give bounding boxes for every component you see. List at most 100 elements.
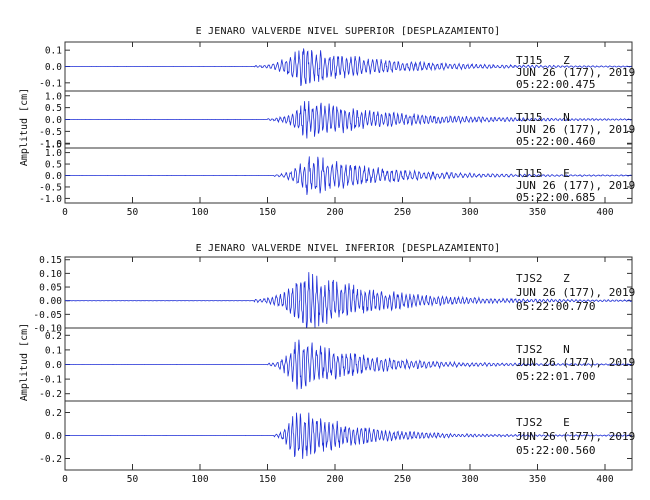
top-trace-e-station: TJ15 E [516,167,570,180]
x-tick-label: 0 [62,207,68,218]
bottom-trace-n: 0.2 0.1 0.0 -0.1 -0.2 TJS2 N JUN 26 (177), 2… [39,327,635,402]
y-tick-label: 0.2 [45,408,62,419]
bottom-trace-e-date: JUN 26 (177), 2019 [516,430,635,443]
y-tick-label: -0.1 [39,78,62,89]
bottom-trace-z-station: TJS2 Z [516,272,570,285]
y-tick-label: 0.0 [45,115,62,126]
y-tick-label: 0.0 [45,431,62,442]
top-trace-n-waveform [64,100,632,139]
top-trace-n-component: N [563,111,570,124]
x-tick-label: 100 [191,474,208,485]
y-tick-label: 0.00 [39,296,62,307]
y-tick-label: 0.1 [45,345,62,356]
top-trace-n-station-name: TJ15 [516,111,543,124]
bottom-trace-z-date: JUN 26 (177), 2019 [516,286,635,299]
bottom-trace-e-station-name: TJS2 [516,416,543,429]
bottom-trace-e-time: 05:22:00.560 [516,444,595,457]
y-tick-label: 0.1 [45,46,62,57]
bottom-trace-e: 0.2 0.0 -0.2 TJS2 E JUN 26 (177), 2019 05:… [39,400,635,471]
x-tick-label: 300 [461,474,478,485]
bottom-trace-z-component: Z [563,272,570,285]
y-tick-label: 0.0 [45,360,62,371]
top-trace-z: 0.1 0.0 -0.1 TJ15 Z JUN 26 (177), 2019 05:… [39,41,635,92]
y-tick-label: -0.1 [39,375,62,386]
x-tick-label: 50 [127,474,139,485]
bottom-trace-e-station: TJS2 E [516,416,570,429]
top-panel: E JENARO VALVERDE NIVEL SUPERIOR [DESPLA… [19,26,635,218]
y-tick-label: -0.05 [33,310,62,321]
x-tick-label: 200 [326,474,343,485]
y-tick-label: -0.5 [39,127,62,138]
bottom-trace-n-date: JUN 26 (177), 2019 [516,356,635,369]
top-ylabel: Amplitud [cm] [19,88,30,166]
bottom-trace-e-yticks: 0.2 0.0 -0.2 [39,408,632,465]
y-tick-label: 0.0 [45,171,62,182]
bottom-panel: E JENARO VALVERDE NIVEL INFERIOR [DESPLA… [19,243,635,485]
y-tick-label: 0.15 [39,255,62,266]
top-title: E JENARO VALVERDE NIVEL SUPERIOR [DESPLA… [196,26,501,37]
bottom-trace-n-station: TJS2 N [516,343,570,356]
x-tick-label: 400 [596,474,613,485]
top-trace-z-waveform [64,48,632,87]
y-tick-label: 0.10 [39,269,62,280]
top-trace-z-date: JUN 26 (177), 2019 [516,66,635,79]
bottom-trace-z-waveform [65,272,632,329]
x-tick-label: 400 [596,207,613,218]
bottom-trace-n-component: N [563,343,570,356]
x-tick-label: 150 [259,474,276,485]
y-tick-label: 0.05 [39,283,62,294]
y-tick-label: 1.5 [45,140,62,151]
top-trace-z-component: Z [563,54,570,67]
bottom-trace-n-station-name: TJS2 [516,343,543,356]
top-trace-e-component: E [563,167,570,180]
top-trace-n-station: TJ15 N [516,111,570,124]
bottom-trace-z-time: 05:22:00.770 [516,300,595,313]
y-tick-label: 0.2 [45,331,62,342]
top-trace-e-station-name: TJ15 [516,167,543,180]
x-tick-label: 250 [394,207,411,218]
top-trace-z-station-name: TJ15 [516,54,543,67]
x-tick-label: 250 [394,474,411,485]
top-trace-e-waveform [65,156,632,195]
y-tick-label: -1.0 [39,139,62,150]
x-tick-label: 0 [62,474,68,485]
x-tick-label: 350 [529,207,546,218]
top-trace-z-time: 05:22:00.475 [516,78,595,91]
top-trace-e-date: JUN 26 (177), 2019 [516,179,635,192]
y-tick-label: -0.5 [39,182,62,193]
y-tick-label: 0.5 [45,103,62,114]
y-tick-label: 1.0 [45,148,62,159]
y-tick-label: -1.0 [39,194,62,205]
bottom-trace-e-waveform [65,412,632,459]
bottom-trace-n-time: 05:22:01.700 [516,370,595,383]
x-tick-label: 150 [259,207,276,218]
y-tick-label: -0.10 [33,324,62,335]
x-tick-label: 350 [529,474,546,485]
top-trace-n-date: JUN 26 (177), 2019 [516,123,635,136]
y-tick-label: 0.5 [45,160,62,171]
x-tick-label: 300 [461,207,478,218]
bottom-title: E JENARO VALVERDE NIVEL INFERIOR [DESPLA… [196,243,501,254]
top-trace-n: 1.00.50.0-0.5-1.0 TJ15 N JUN 26 (177), 2… [39,90,635,150]
bottom-trace-n-waveform [64,339,632,390]
top-trace-z-station: TJ15 Z [516,54,570,67]
bottom-trace-e-component: E [563,416,570,429]
x-tick-label: 200 [326,207,343,218]
top-trace-e-time: 05:22:00.685 [516,191,595,204]
top-trace-e: 1.51.00.50.0-0.5-1.0 TJ15 E JUN 26 (177)… [39,140,635,205]
top-trace-n-time: 05:22:00.460 [516,135,595,148]
bottom-xaxis: 0 50 100 150 200 250 300 350 400 [62,257,614,485]
bottom-trace-z: 0.15 0.10 0.05 0.00 -0.05 -0.10 TJS2 Z JUN 26… [33,255,635,334]
y-tick-label: 0.0 [45,62,62,73]
bottom-trace-z-station-name: TJS2 [516,272,543,285]
top-trace-n-yticks: 1.00.50.0-0.5-1.0 [39,91,632,150]
y-tick-label: 1.0 [45,91,62,102]
x-tick-label: 50 [127,207,139,218]
top-xaxis: 0 50 100 150 200 250 300 350 400 [62,42,614,218]
bottom-ylabel: Amplitud [cm] [19,323,30,401]
y-tick-label: -0.2 [39,454,62,465]
bottom-trace-z-yticks: 0.15 0.10 0.05 0.00 -0.05 -0.10 [33,255,632,335]
x-tick-label: 100 [191,207,208,218]
y-tick-label: -0.2 [39,389,62,400]
